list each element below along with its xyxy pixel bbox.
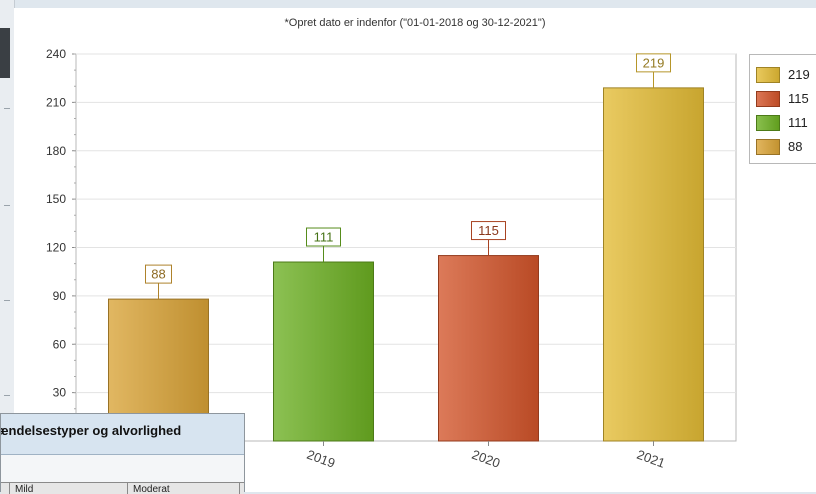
- data-label: 88: [151, 267, 165, 282]
- overlay-title-bar: ændelsestyper og alvorlighed: [1, 414, 244, 455]
- column-separator: [9, 483, 10, 494]
- x-tick-label: 2020: [470, 447, 502, 471]
- data-label-box: [306, 227, 341, 247]
- y-tick-label: 90: [53, 289, 67, 303]
- legend-label: 111: [788, 115, 808, 130]
- bar[interactable]: [273, 261, 374, 442]
- legend-label: 88: [788, 139, 803, 154]
- data-label: 115: [478, 223, 499, 238]
- left-panel-mark: [4, 395, 10, 396]
- overlay-report-window[interactable]: ændelsestyper og alvorlighed Mild Modera…: [0, 413, 245, 494]
- legend-swatch: [756, 139, 780, 155]
- column-header-mild[interactable]: Mild: [15, 484, 34, 494]
- y-tick-label: 180: [46, 144, 66, 158]
- legend-swatch: [756, 115, 780, 131]
- left-panel-dark-block: [0, 28, 10, 78]
- data-label-box: [636, 53, 671, 73]
- column-header-moderat[interactable]: Moderat: [133, 484, 170, 494]
- bar[interactable]: [603, 87, 704, 442]
- left-panel-mark: [4, 108, 10, 109]
- data-label: 111: [314, 230, 334, 245]
- chart-legend: 219 115 111 88: [749, 54, 816, 164]
- chart-subtitle: *Opret dato er indenfor ("01-01-2018 og …: [284, 17, 546, 29]
- y-tick-label: 210: [46, 95, 66, 109]
- chart-panel: *Opret dato er indenfor ("01-01-2018 og …: [14, 8, 816, 492]
- y-tick-label: 150: [46, 192, 66, 206]
- overlay-title: ændelsestyper og alvorlighed: [1, 423, 182, 438]
- data-label: 219: [643, 55, 665, 70]
- y-tick-label: 30: [53, 386, 67, 400]
- x-tick-label: 2021: [635, 447, 667, 471]
- y-tick-label: 240: [46, 47, 66, 61]
- column-separator: [239, 483, 240, 494]
- data-label-box: [471, 221, 506, 241]
- data-label-box: [145, 264, 172, 284]
- left-panel-mark: [4, 300, 10, 301]
- legend-swatch: [756, 67, 780, 83]
- y-tick-label: 60: [53, 337, 67, 351]
- left-panel-mark: [4, 205, 10, 206]
- column-separator: [127, 483, 128, 494]
- x-tick-label: 2019: [305, 447, 337, 471]
- legend-label: 219: [788, 67, 810, 82]
- legend-label: 115: [788, 91, 809, 106]
- bar-chart: 30 60 90 120 150 180 210 240 88 111 115 219 2019 20…: [46, 47, 737, 471]
- bar[interactable]: [438, 255, 539, 442]
- y-tick-label: 120: [46, 241, 66, 255]
- legend-swatch: [756, 91, 780, 107]
- overlay-column-header: Mild Moderat: [1, 482, 244, 494]
